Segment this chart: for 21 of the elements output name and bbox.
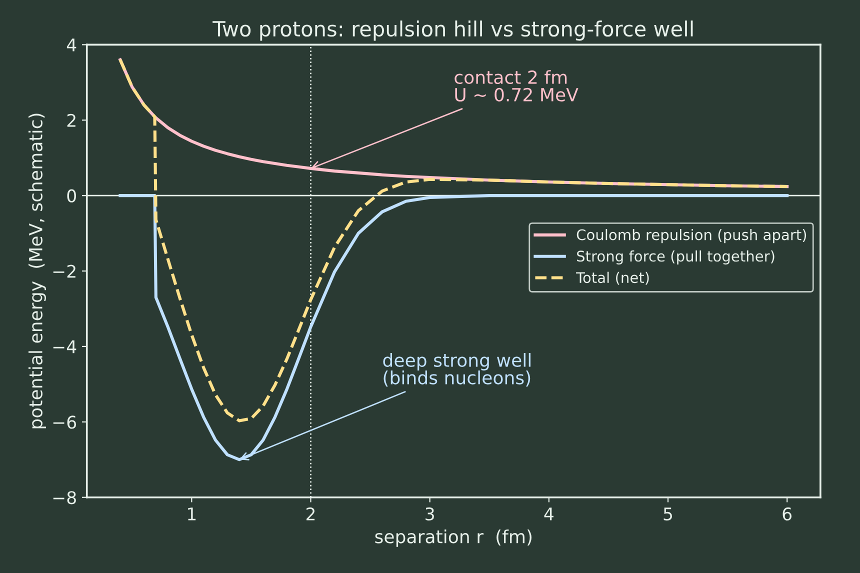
x-tick-label: 1 — [188, 508, 196, 520]
y-tick-label: −4 — [53, 340, 76, 354]
x-tick-label: 6 — [782, 507, 792, 521]
y-tick-label: −8 — [53, 491, 76, 504]
y-axis-title: potential energy (MeV, schematic) — [28, 114, 46, 428]
x-tick-label: 4 — [544, 508, 554, 520]
y-tick-label: −2 — [53, 264, 76, 278]
legend-label: Total (net) — [576, 272, 649, 285]
x-axis-title: separation r (fm) — [375, 529, 532, 547]
y-tick-label: 0 — [67, 189, 76, 202]
y-tick-label: −6 — [53, 416, 76, 429]
x-tick-label: 3 — [426, 507, 434, 521]
chart-title: Two protons: repulsion hill vs strong-force well — [212, 20, 693, 41]
x-tick-label: 2 — [306, 507, 315, 520]
legend-label: Coulomb repulsion (push apart) — [576, 228, 806, 244]
y-tick-label: 4 — [66, 38, 76, 52]
y-tick-label: 2 — [67, 114, 76, 127]
annotation: deep strong well (binds nucleons) — [383, 353, 530, 387]
x-tick-label: 5 — [664, 508, 672, 521]
annotation: contact 2 fm U ~ 0.72 MeV — [454, 70, 578, 102]
legend-label: Strong force (pull together) — [577, 250, 774, 265]
